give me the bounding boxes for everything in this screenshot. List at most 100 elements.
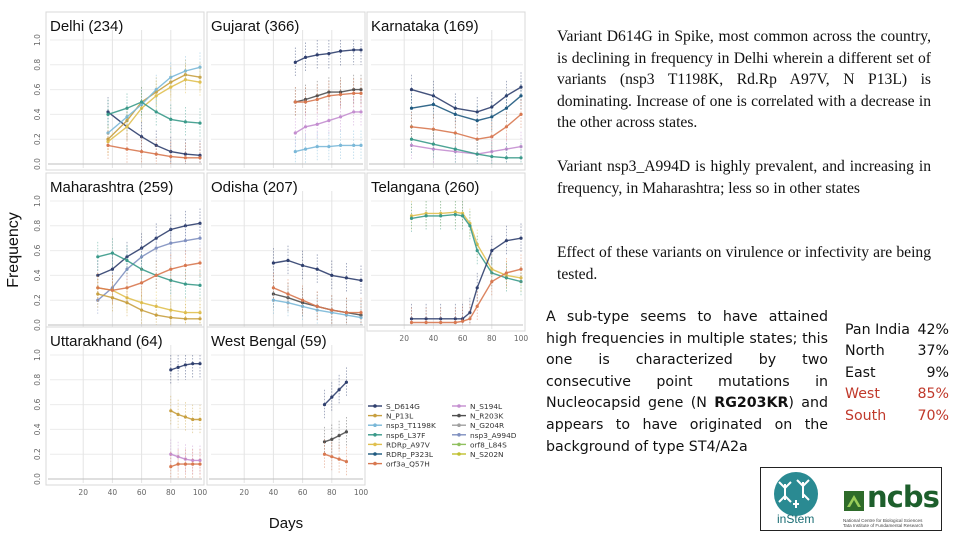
y-tick-label: 0.8 [33, 220, 42, 232]
paragraph-nsp3-a994d: Variant nsp3_A994D is highly prevalent, … [557, 158, 931, 197]
data-point [359, 278, 363, 282]
region-value: 70% [917, 407, 949, 424]
data-point [125, 106, 129, 110]
region-row: North 37% [845, 341, 949, 362]
legend-item: nsp3_A994D [452, 431, 517, 440]
data-point [169, 465, 173, 469]
data-point [490, 105, 494, 109]
y-tick-label: 0.8 [33, 59, 42, 71]
ncbs-wordmark: ncbs [867, 480, 940, 514]
y-tick-label: 0.4 [33, 423, 42, 435]
data-point [490, 154, 494, 159]
data-point [183, 462, 187, 466]
data-point [352, 91, 356, 95]
data-point [303, 55, 308, 59]
region-value: 37% [917, 343, 949, 360]
region-value: 9% [926, 364, 949, 381]
data-point [359, 315, 363, 320]
data-point [198, 317, 202, 321]
x-tick-label: 40 [108, 488, 118, 497]
data-point [303, 147, 308, 151]
data-point [519, 94, 523, 98]
legend-label: N_R203K [470, 412, 503, 421]
legend-label: nsp3_T1198K [386, 421, 436, 430]
data-point [96, 292, 100, 296]
y-tick-label: 0.2 [33, 448, 42, 460]
y-tick-label: 0.0 [33, 158, 42, 170]
data-point [504, 156, 508, 160]
series-line [411, 268, 522, 324]
series-line [324, 381, 347, 406]
data-point [344, 380, 348, 384]
y-tick-label: 0.8 [33, 374, 42, 386]
region-name: East [845, 364, 876, 381]
data-point [344, 460, 348, 464]
panel-title: Odisha (207) [211, 179, 298, 196]
legend-item: nsp3_T1198K [368, 421, 436, 430]
data-point [191, 362, 195, 366]
data-point [198, 462, 202, 466]
legend-item: orf8_L84S [452, 440, 507, 449]
region-value: 85% [917, 386, 949, 403]
data-point [315, 145, 319, 149]
data-point [453, 210, 457, 214]
data-point [352, 110, 356, 114]
data-point [169, 267, 173, 271]
data-point [338, 143, 343, 147]
data-point [125, 115, 129, 119]
data-point [330, 308, 334, 312]
data-point [330, 395, 334, 399]
data-point [106, 143, 110, 147]
data-point [110, 251, 114, 255]
data-point [322, 403, 327, 407]
series-line [324, 453, 347, 463]
data-point [110, 267, 114, 271]
data-point [286, 258, 290, 263]
data-point [519, 236, 523, 240]
data-point [301, 301, 305, 305]
data-point [490, 280, 494, 284]
data-point [519, 276, 523, 280]
subtype-text-b: ) and appears to have originated on the … [546, 395, 828, 455]
panel: West Bengal (59) [206, 326, 366, 486]
panel-frame [206, 11, 366, 171]
panel-frame [45, 326, 205, 486]
data-point [504, 125, 508, 129]
data-point [169, 154, 173, 159]
data-point [315, 53, 319, 57]
data-point [344, 313, 348, 317]
data-point [169, 117, 173, 121]
data-point [176, 412, 180, 417]
panel-frame [206, 172, 366, 332]
paragraph-d614g: Variant D614G in Spike, most common acro… [557, 28, 931, 131]
data-point [453, 150, 457, 154]
data-point [154, 94, 158, 98]
data-point [344, 276, 348, 280]
data-point [96, 286, 100, 290]
legend-label: S_D614G [386, 402, 420, 411]
legend-label: N_S194L [470, 402, 503, 411]
data-point [359, 48, 363, 52]
data-point [327, 52, 331, 56]
y-tick-label: 0.6 [33, 244, 42, 256]
panel-frame [45, 172, 205, 332]
data-point [490, 249, 494, 253]
panel-title: Gujarat (366) [211, 18, 299, 35]
data-point [169, 75, 173, 79]
data-point [468, 317, 472, 321]
series-line [411, 213, 522, 283]
data-point [468, 311, 472, 315]
legend-item: S_D614G [368, 402, 420, 411]
data-point [169, 85, 173, 89]
panel-title: West Bengal (59) [211, 333, 327, 350]
x-tick-label: 80 [327, 488, 337, 497]
series-line [411, 211, 522, 279]
data-point [315, 304, 319, 308]
panel-frame [206, 326, 366, 486]
data-point [198, 80, 202, 84]
data-point [504, 106, 508, 110]
data-point [475, 304, 479, 308]
data-point [96, 255, 100, 259]
data-point [330, 273, 334, 277]
y-tick-label: 0.4 [33, 269, 42, 281]
